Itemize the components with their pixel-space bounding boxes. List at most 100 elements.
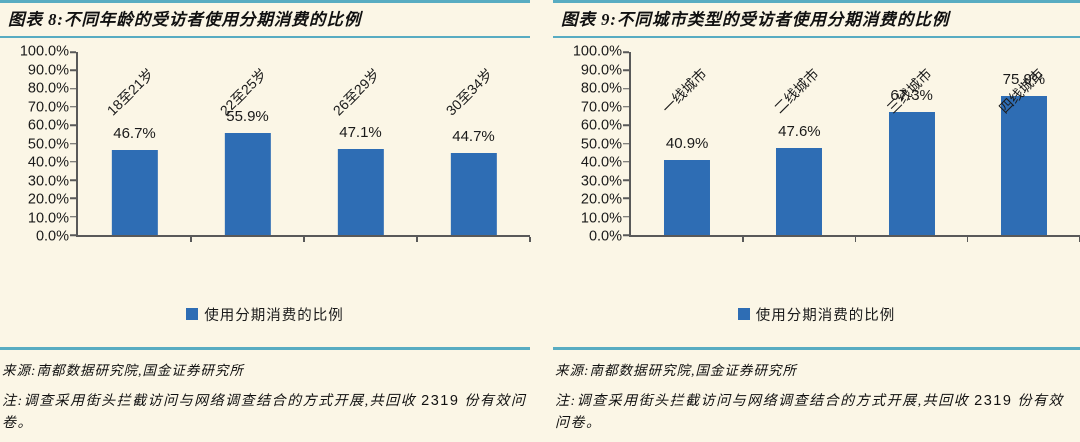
x-tick-label: 一线城市	[658, 65, 710, 117]
y-tick-label: 10.0%	[580, 210, 622, 227]
chart-title: 图表 8:不同年龄的受访者使用分期消费的比例	[0, 0, 530, 38]
survey-note-text: 注:调查采用街头拦截访问与网络调查结合的方式开展,共回收	[555, 393, 975, 409]
y-tick-mark	[70, 161, 76, 163]
bar-value-label: 75.9%	[1002, 71, 1046, 89]
y-tick-label: 30.0%	[27, 173, 69, 190]
chart-legend: 使用分期消费的比例	[0, 305, 530, 324]
x-tick-label: 30至34岁	[443, 65, 497, 119]
category-cell: 55.9% 22至25岁	[191, 52, 305, 242]
bar	[776, 147, 823, 235]
legend-label: 使用分期消费的比例	[755, 307, 896, 324]
y-tick-label: 20.0%	[27, 191, 69, 208]
source-note: 来源:南都数据研究院,国金证券研究所	[555, 362, 797, 378]
survey-note-count: 2319	[974, 392, 1013, 409]
bar-chart-city: 100.0% 90.0% 80.0% 70.0% 60.0% 50.0% 40.0% 30.0…	[553, 38, 1080, 324]
y-tick-label: 40.0%	[580, 154, 622, 171]
y-tick-mark	[70, 51, 76, 53]
y-tick-label: 60.0%	[580, 117, 622, 134]
y-tick-label: 50.0%	[580, 136, 622, 153]
y-tick-label: 20.0%	[580, 191, 622, 208]
y-tick-label: 0.0%	[35, 228, 69, 245]
y-tick-mark	[70, 179, 76, 181]
y-tick-label: 10.0%	[27, 210, 69, 227]
y-tick-mark	[623, 87, 629, 90]
y-tick-label: 0.0%	[588, 228, 622, 245]
y-tick-label: 60.0%	[27, 117, 69, 134]
y-tick-mark	[70, 124, 76, 126]
category-cell: 40.9% 一线城市	[631, 52, 745, 242]
y-tick-mark	[623, 161, 629, 163]
source-note: 来源:南都数据研究院,国金证券研究所	[2, 362, 244, 378]
y-tick-mark	[70, 87, 76, 90]
divider	[0, 347, 530, 350]
bar-value-label: 67.3%	[890, 86, 933, 104]
y-axis: 100.0% 90.0% 80.0% 70.0% 60.0% 50.0% 40.0% 30.0…	[563, 44, 629, 245]
bar	[111, 149, 158, 235]
y-tick-mark	[623, 142, 629, 145]
y-tick-mark	[70, 215, 76, 218]
y-tick-label: 30.0%	[580, 173, 622, 190]
y-tick-mark	[70, 234, 76, 236]
y-tick-label: 100.0%	[572, 43, 622, 60]
y-tick-label: 90.0%	[27, 62, 69, 79]
category-cell: 67.3% 三线城市	[856, 52, 969, 242]
survey-note-count: 2319	[421, 392, 460, 409]
x-tick-label: 26至29岁	[330, 65, 384, 119]
category-cell: 46.7% 18至21岁	[78, 52, 192, 242]
chart-legend: 使用分期消费的比例	[553, 305, 1080, 324]
y-tick-label: 70.0%	[580, 99, 622, 116]
legend-swatch-icon	[737, 308, 750, 320]
x-tick-label: 二线城市	[771, 65, 823, 117]
survey-note-suffix: 份有效问卷。	[2, 393, 527, 432]
bar-value-label: 46.7%	[113, 124, 156, 142]
legend-swatch-icon	[186, 308, 199, 320]
survey-note-suffix: 份有效问卷。	[555, 393, 1064, 432]
y-tick-label: 90.0%	[580, 62, 622, 79]
bar-value-label: 47.1%	[339, 123, 382, 141]
bar	[664, 160, 711, 235]
x-tick-label: 18至21岁	[104, 65, 158, 119]
y-tick-label: 100.0%	[19, 43, 69, 60]
bar-value-label: 40.9%	[665, 135, 709, 153]
category-cell: 47.6% 二线城市	[743, 52, 857, 242]
legend-label: 使用分期消费的比例	[204, 307, 344, 324]
y-tick-mark	[70, 142, 76, 145]
bar-chart-age: 100.0% 90.0% 80.0% 70.0% 60.0% 50.0% 40.0% 30.0…	[0, 38, 531, 324]
bar	[224, 132, 271, 235]
chart-panel-city: 图表 9:不同城市类型的受访者使用分期消费的比例 100.0% 90.0% 80.0…	[553, 0, 1080, 442]
category-cell: 75.9% 四线城市	[968, 52, 1080, 242]
y-tick-mark	[70, 69, 76, 72]
y-tick-mark	[623, 215, 629, 218]
category-cell: 44.7% 30至34岁	[417, 52, 531, 242]
y-tick-label: 80.0%	[580, 80, 622, 97]
bar	[888, 111, 935, 235]
y-tick-mark	[623, 197, 629, 200]
chart-title: 图表 9:不同城市类型的受访者使用分期消费的比例	[553, 0, 1080, 38]
divider	[553, 347, 1080, 350]
y-tick-mark	[623, 124, 629, 126]
y-axis: 100.0% 90.0% 80.0% 70.0% 60.0% 50.0% 40.0% 30.0…	[10, 44, 76, 245]
y-tick-mark	[623, 106, 629, 108]
bar-value-label: 47.6%	[778, 122, 821, 140]
bar	[1000, 96, 1047, 235]
survey-note: 注:调查采用街头拦截访问与网络调查结合的方式开展,共回收 2319 份有效问卷。	[0, 390, 530, 436]
bar-value-label: 44.7%	[452, 128, 495, 146]
plot-area: 46.7% 18至21岁 55.9% 22至25岁 47.1% 26至29岁 44.7% 30…	[70, 51, 531, 242]
y-tick-mark	[623, 69, 629, 72]
bar	[450, 153, 497, 235]
chart-panel-age: 图表 8:不同年龄的受访者使用分期消费的比例 100.0% 90.0% 80.0% 7…	[0, 0, 531, 442]
survey-note: 注:调查采用街头拦截访问与网络调查结合的方式开展,共回收 2319 份有效问卷。	[553, 390, 1080, 436]
y-tick-label: 50.0%	[27, 136, 69, 153]
survey-note-text: 注:调查采用街头拦截访问与网络调查结合的方式开展,共回收	[2, 393, 422, 409]
category-cell: 47.1% 26至29岁	[304, 52, 418, 242]
bar-value-label: 55.9%	[226, 107, 269, 125]
y-tick-label: 40.0%	[27, 154, 69, 171]
plot-area: 40.9% 一线城市 47.6% 二线城市 67.3% 三线城市 75.9% 四线城市	[623, 51, 1080, 242]
y-tick-label: 80.0%	[27, 80, 69, 97]
y-tick-mark	[623, 51, 629, 53]
bar	[337, 148, 384, 235]
y-tick-mark	[70, 197, 76, 200]
y-tick-label: 70.0%	[27, 99, 69, 116]
y-tick-mark	[70, 106, 76, 108]
